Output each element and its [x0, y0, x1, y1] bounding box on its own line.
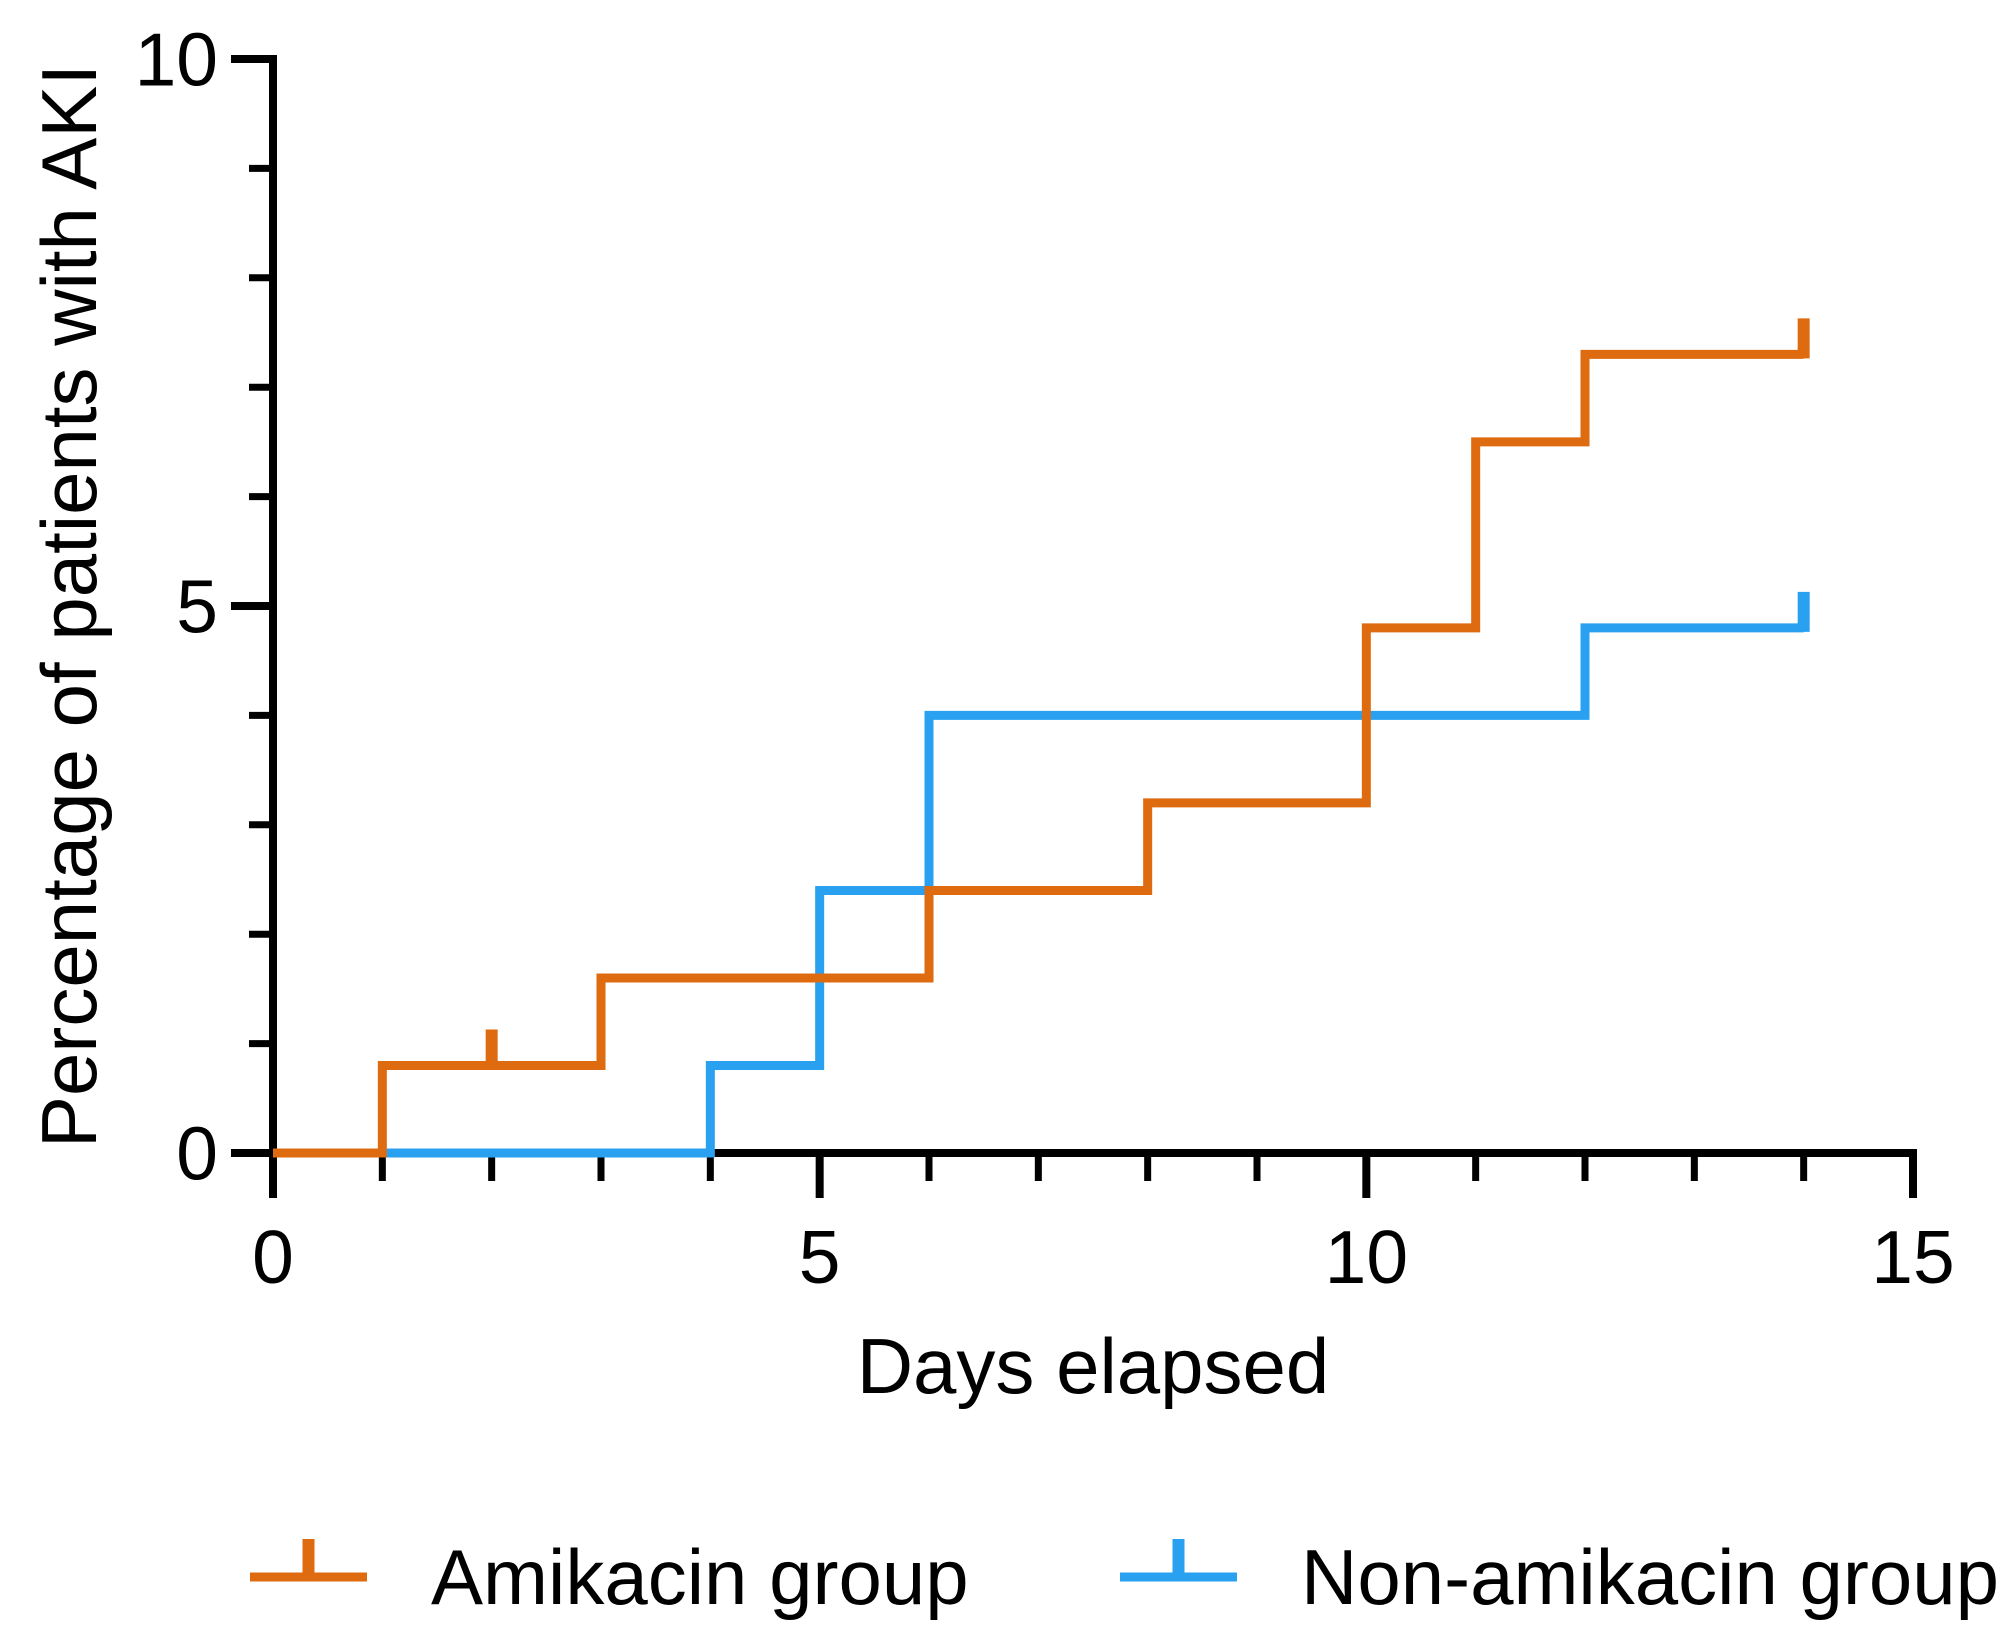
amikacin-legend-marker [250, 1539, 367, 1582]
x-tick-label: 5 [799, 1215, 841, 1299]
axes [269, 55, 1917, 1157]
legend-item-amikacin: Amikacin group [250, 1527, 969, 1627]
y-tick-label: 5 [176, 564, 218, 648]
legend-label-non-amikacin: Non-amikacin group [1301, 1533, 2000, 1621]
series-amikacin-group [273, 318, 1810, 1158]
legend-label-amikacin: Amikacin group [431, 1533, 969, 1621]
tick-labels: 0 5 10 15 0 5 10 [135, 17, 1955, 1299]
x-tick-label: 0 [252, 1215, 294, 1299]
x-tick-label: 15 [1871, 1215, 1954, 1299]
censor-tick-amikacin-group [1797, 318, 1810, 359]
axis-ticks [231, 55, 1917, 1198]
y-tick-label: 0 [176, 1111, 218, 1195]
km-curve-amikacin-group [273, 349, 1804, 1158]
censor-tick-non-amikacin-group [1797, 591, 1810, 632]
legend-item-non-amikacin: Non-amikacin group [1120, 1527, 1999, 1627]
censor-tick-amikacin-group [485, 1029, 498, 1070]
km-curve-non-amikacin-group [273, 623, 1804, 1158]
y-tick-label: 10 [135, 17, 218, 101]
non-amikacin-legend-marker [1120, 1539, 1237, 1582]
y-axis-title: Percentage of patients with AKI [25, 64, 113, 1149]
x-axis-title: Days elapsed [856, 1322, 1330, 1410]
series-non-amikacin-group [273, 591, 1810, 1158]
x-tick-label: 10 [1325, 1215, 1408, 1299]
